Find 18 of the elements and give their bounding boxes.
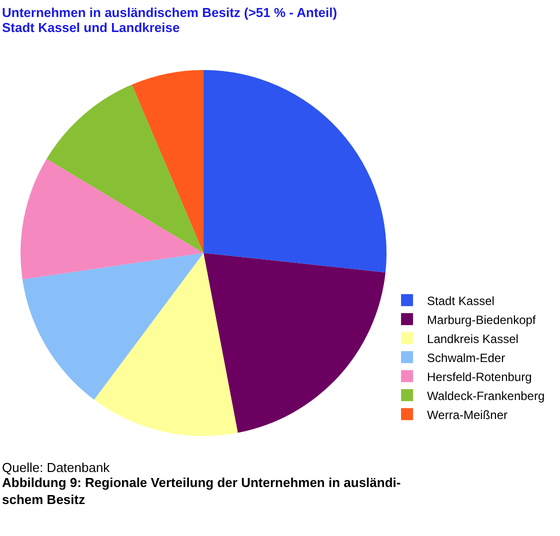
pie-slice — [132, 70, 204, 253]
chart-title: Unternehmen in ausländischem Besitz (>51 % - Anteil) — [2, 5, 338, 20]
legend-label: Stadt Kassel — [427, 294, 494, 308]
legend-label: Marburg-Biedenkopf — [427, 312, 536, 327]
legend-label: Schwalm-Eder — [427, 350, 506, 365]
text: Abbildung 9: Regionale Verteilung der Unternehmen in ausländi- schem Besitz — [2, 475, 401, 507]
legend-label: Werra-Meißner — [427, 408, 508, 422]
pie-slice — [94, 253, 238, 436]
pie-slice — [204, 253, 386, 433]
legend-label: Landkreis Kassel — [427, 332, 518, 346]
pie-slice — [204, 70, 386, 273]
chart-subtitle: Stadt Kassel und Landkreise — [2, 20, 180, 35]
pie-slice — [46, 84, 204, 253]
source-note: Quelle: Datenbank — [2, 460, 110, 475]
legend-label: Waldeck-Frankenberg — [427, 388, 545, 403]
pie-slice — [22, 253, 204, 400]
legend-label: Hersfeld-Rotenburg — [427, 370, 532, 384]
pie-slice — [20, 158, 204, 280]
